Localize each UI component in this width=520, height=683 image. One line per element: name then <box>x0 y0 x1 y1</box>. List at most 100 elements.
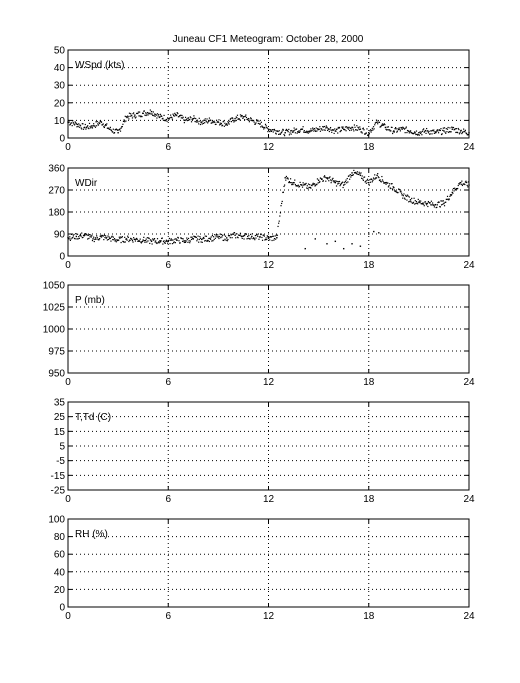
data-point <box>391 126 393 129</box>
data-point <box>98 239 100 241</box>
data-point <box>423 131 425 133</box>
data-point <box>308 130 310 132</box>
data-point <box>140 241 142 243</box>
data-point <box>180 114 182 116</box>
data-point <box>153 237 156 240</box>
data-point <box>103 239 105 241</box>
data-point <box>173 115 175 117</box>
data-point <box>79 234 82 236</box>
data-point <box>176 112 178 114</box>
data-point <box>433 129 435 131</box>
data-point <box>114 240 116 242</box>
data-point <box>451 194 453 196</box>
data-point <box>400 192 403 194</box>
data-point <box>430 200 433 202</box>
data-point <box>303 131 305 133</box>
data-point <box>144 112 147 114</box>
data-point <box>359 174 362 177</box>
data-point <box>70 233 73 236</box>
data-point <box>177 112 179 115</box>
data-point <box>166 120 168 122</box>
data-point <box>375 121 377 124</box>
y-tick-label: 50 <box>54 46 66 57</box>
data-point <box>426 127 428 130</box>
data-point <box>418 132 420 134</box>
data-point <box>245 233 248 235</box>
data-point <box>305 131 307 133</box>
data-point <box>96 235 98 237</box>
data-point <box>400 190 402 192</box>
data-point <box>229 235 231 237</box>
data-point <box>94 126 97 128</box>
data-point <box>393 189 396 191</box>
data-point <box>133 116 135 118</box>
data-point <box>127 116 129 118</box>
data-point <box>124 115 126 117</box>
data-point <box>158 114 160 116</box>
data-point <box>245 232 247 235</box>
data-point <box>145 238 147 240</box>
y-tick-label: 950 <box>48 369 65 380</box>
data-point <box>204 122 206 124</box>
data-point <box>82 236 84 239</box>
data-point <box>162 240 165 243</box>
data-point <box>96 236 98 239</box>
data-point <box>331 180 333 182</box>
data-point <box>216 236 218 238</box>
data-point <box>443 127 446 129</box>
data-point <box>389 129 391 131</box>
data-point <box>152 238 154 240</box>
data-point <box>467 133 470 136</box>
data-point <box>399 189 401 191</box>
data-point <box>285 175 288 178</box>
data-point <box>347 181 349 183</box>
data-point <box>161 237 163 239</box>
data-point <box>333 132 335 135</box>
y-tick-label: -25 <box>51 486 66 497</box>
data-point <box>277 130 279 133</box>
data-point <box>143 236 145 238</box>
x-tick-label: 6 <box>165 494 171 505</box>
data-point <box>371 129 373 132</box>
data-point <box>205 121 208 123</box>
data-point <box>381 175 383 178</box>
data-point <box>116 239 118 241</box>
data-point <box>132 113 134 115</box>
data-point <box>174 113 177 116</box>
data-point <box>416 202 418 204</box>
data-point <box>369 181 372 183</box>
data-point <box>359 173 361 175</box>
data-point <box>353 169 355 172</box>
data-point <box>124 236 126 238</box>
data-point <box>159 116 161 118</box>
panel-2: 0 6 12 18 24 0 90 180 270 360 WDir <box>48 164 475 272</box>
data-point <box>269 235 271 238</box>
data-point <box>253 237 255 239</box>
data-point <box>269 130 271 133</box>
data-point <box>408 201 410 203</box>
data-point <box>162 117 164 119</box>
data-point <box>314 185 316 187</box>
data-point <box>355 129 357 131</box>
data-point <box>270 236 273 238</box>
data-point <box>272 129 274 131</box>
data-point <box>84 126 86 129</box>
data-point <box>317 179 320 181</box>
data-point <box>155 242 157 244</box>
data-point <box>318 181 320 184</box>
data-point <box>334 240 337 243</box>
data-point <box>151 113 153 115</box>
data-point <box>321 128 323 130</box>
data-point <box>338 180 341 183</box>
data-point <box>422 129 424 131</box>
data-point <box>389 183 391 185</box>
data-point <box>349 129 351 132</box>
data-point <box>225 239 227 241</box>
data-point <box>187 117 190 119</box>
data-point <box>212 121 214 124</box>
data-point <box>372 179 374 182</box>
data-point <box>134 117 137 119</box>
data-point <box>158 241 160 243</box>
data-point <box>265 125 267 127</box>
data-point <box>127 236 129 239</box>
